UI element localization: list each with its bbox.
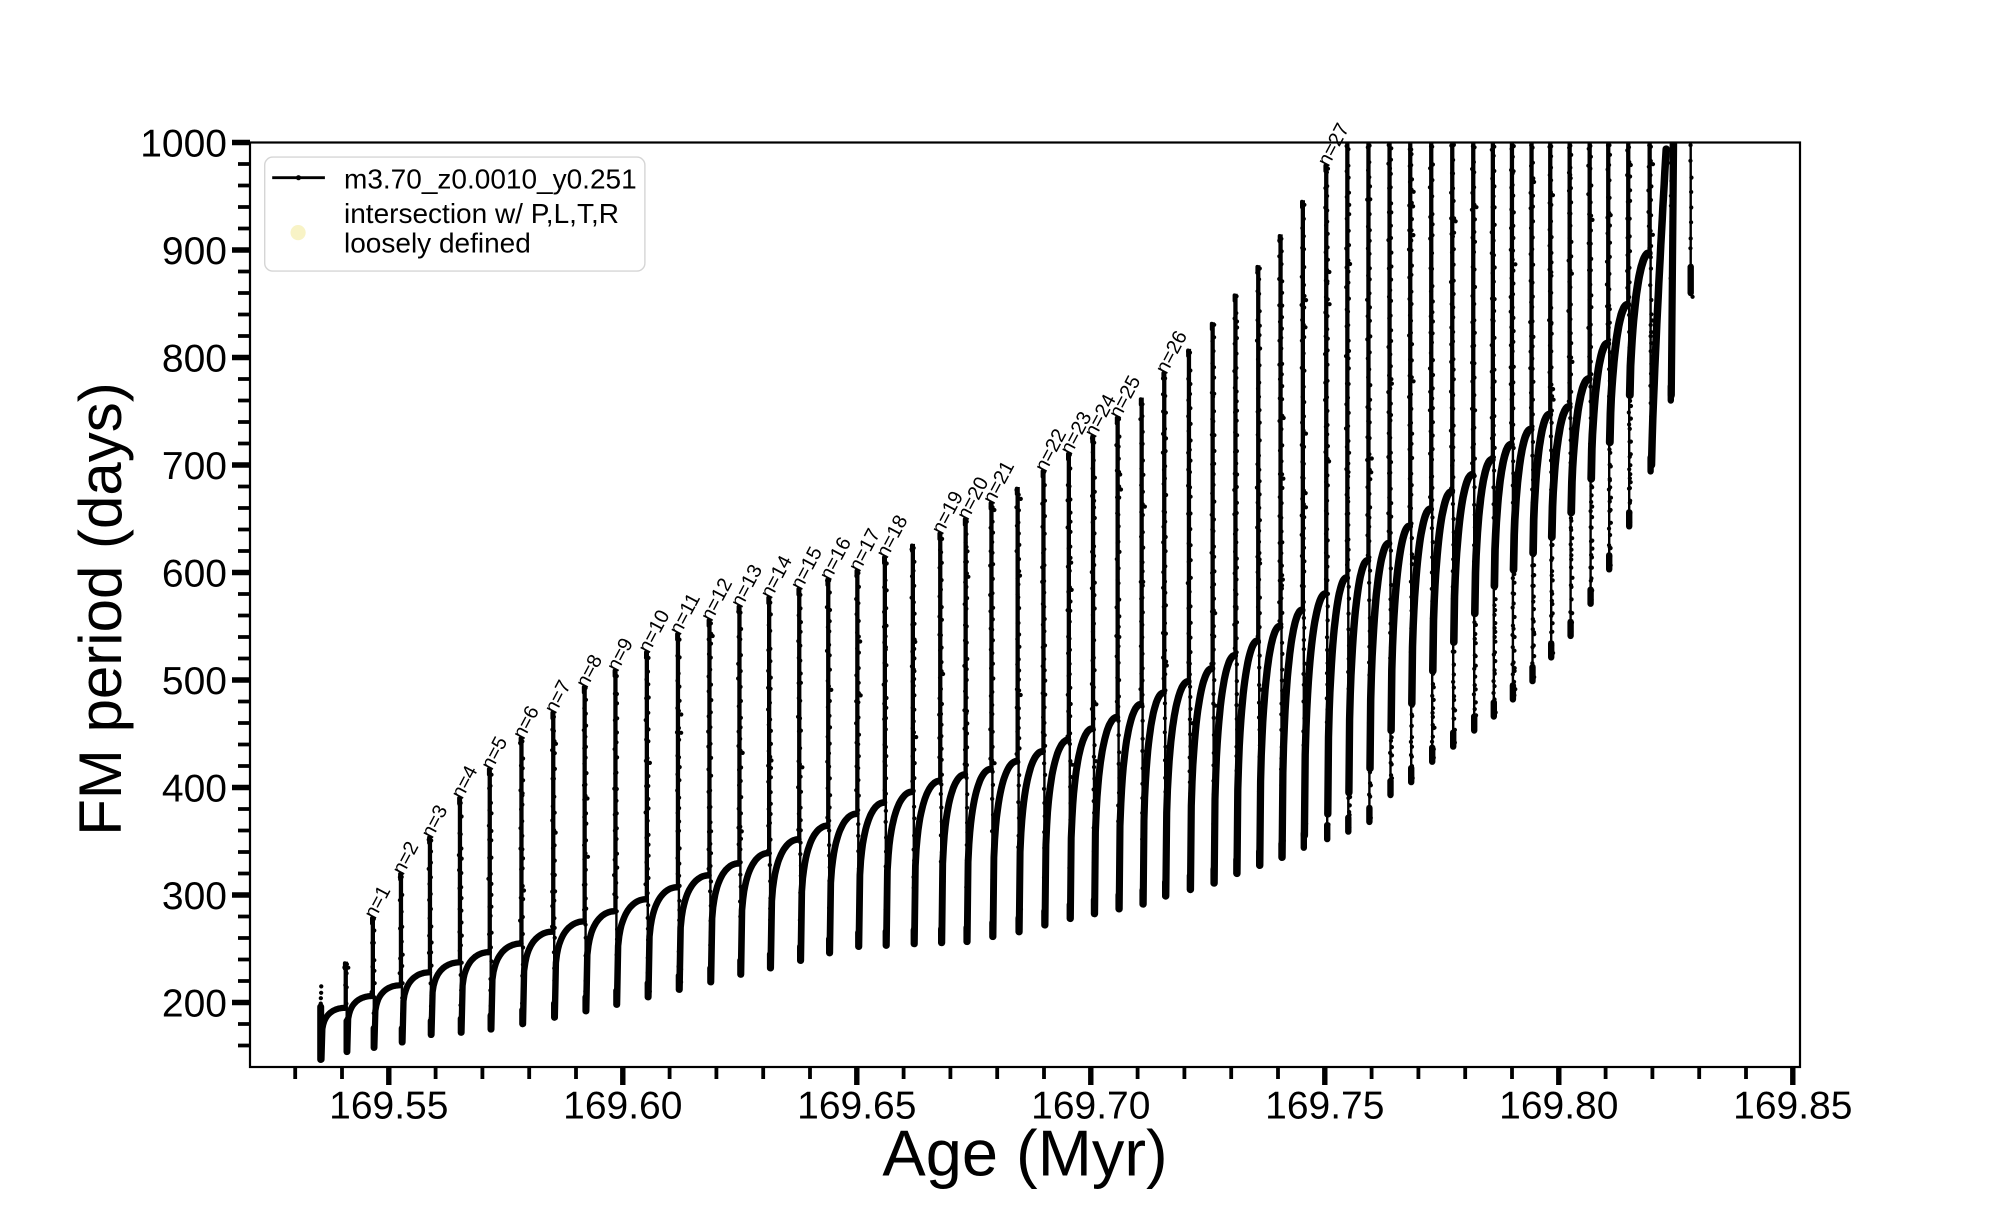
svg-text:169.85: 169.85 (1733, 1084, 1852, 1127)
svg-text:169.55: 169.55 (329, 1084, 448, 1127)
svg-text:800: 800 (162, 338, 227, 381)
svg-text:m3.70_z0.0010_y0.251: m3.70_z0.0010_y0.251 (344, 164, 637, 195)
svg-text:600: 600 (162, 553, 227, 596)
svg-text:169.70: 169.70 (1031, 1084, 1150, 1127)
svg-text:200: 200 (162, 983, 227, 1026)
svg-text:169.60: 169.60 (563, 1084, 682, 1127)
svg-text:169.80: 169.80 (1499, 1084, 1618, 1127)
svg-text:169.65: 169.65 (797, 1084, 916, 1127)
svg-text:700: 700 (162, 445, 227, 488)
svg-text:900: 900 (162, 230, 227, 273)
svg-text:500: 500 (162, 660, 227, 703)
svg-text:intersection w/ P,L,T,R: intersection w/ P,L,T,R (344, 198, 619, 229)
svg-text:FM period (days): FM period (days) (67, 382, 134, 835)
svg-text:1000: 1000 (140, 123, 227, 166)
svg-text:Age (Myr): Age (Myr) (882, 1117, 1167, 1190)
svg-text:169.75: 169.75 (1265, 1084, 1384, 1127)
svg-text:loosely defined: loosely defined (344, 227, 531, 258)
svg-text:400: 400 (162, 768, 227, 811)
svg-text:300: 300 (162, 875, 227, 918)
